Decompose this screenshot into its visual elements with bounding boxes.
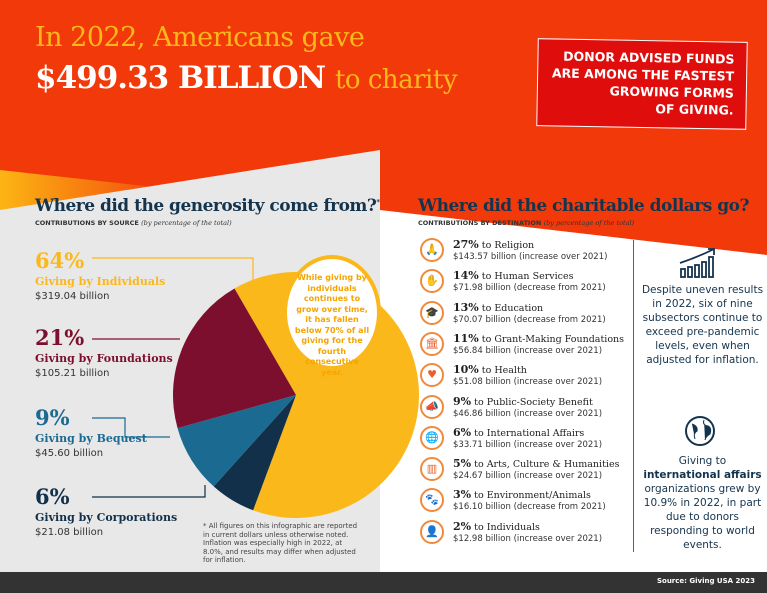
- source-amount: $21.08 billion: [35, 527, 104, 538]
- destination-detail: $33.71 billion (increase over 2021): [453, 439, 603, 450]
- source-amount: $319.04 billion: [35, 291, 110, 302]
- institution-icon: 🏛: [420, 331, 444, 356]
- individuals-bubble: While giving by individuals continues to…: [283, 255, 381, 377]
- destination-label: 5% to Arts, Culture & Humanities: [453, 457, 620, 471]
- pct-label: 9%: [35, 405, 70, 430]
- source-label: Giving by Individuals: [35, 275, 166, 288]
- subsectors-note: Despite uneven results in 2022, six of n…: [641, 284, 764, 366]
- headline-amount: $499.33 BILLION to charity: [35, 60, 458, 96]
- helping-hands-icon: ✋: [420, 269, 444, 294]
- globe-icon: [685, 416, 715, 446]
- destination-item: ✋ 14% to Human Services $71.98 billion (…: [420, 269, 630, 299]
- destination-label: 6% to International Affairs: [453, 425, 585, 439]
- destination-item: 🐾 3% to Environment/Animals $16.10 billi…: [420, 488, 630, 518]
- sources-subtitle: CONTRIBUTIONS BY SOURCE (by percentage o…: [35, 219, 232, 227]
- pointer-arrow: [92, 485, 206, 498]
- destination-label: 9% to Public-Society Benefit: [453, 394, 593, 408]
- source-label: Giving by Foundations: [35, 352, 173, 365]
- source-label: Giving by Corporations: [35, 511, 178, 524]
- destination-detail: $12.98 billion (increase over 2021): [453, 533, 603, 544]
- source-credit: Source: Giving USA 2023: [656, 577, 755, 585]
- source-label: Giving by Bequest: [35, 432, 147, 445]
- pointer-arrow: [92, 417, 170, 438]
- destination-label: 10% to Health: [453, 363, 527, 377]
- source-amount: $105.21 billion: [35, 368, 110, 379]
- column-icon: ▥: [420, 457, 444, 482]
- destination-label: 13% to Education: [453, 300, 544, 314]
- footnote: * All figures on this infographic are re…: [203, 522, 358, 564]
- international-note: Giving to international affairs organizat…: [643, 455, 762, 551]
- destination-item: 🙏 27% to Religion $143.57 billion (incre…: [420, 238, 630, 268]
- destination-item: 🌐 6% to International Affairs $33.71 bil…: [420, 425, 630, 456]
- destination-item: 🎓 13% to Education $70.07 billion (decre…: [420, 300, 630, 331]
- destination-item: 👤 2% to Individuals $12.98 billion (incr…: [420, 519, 630, 550]
- destination-detail: $51.08 billion (increase over 2021): [453, 377, 603, 388]
- pointer-arrow: [92, 257, 254, 286]
- pie-slice-bequest: [177, 395, 296, 487]
- divider: [633, 240, 634, 552]
- person-icon: 👤: [420, 519, 444, 544]
- destination-item: ♥ 10% to Health $51.08 billion (increase…: [420, 363, 630, 393]
- destination-detail: $70.07 billion (decrease from 2021): [453, 314, 606, 325]
- source-amount: $45.60 billion: [35, 448, 104, 459]
- source-corporations: 6% Giving by Corporations $21.08 billion: [35, 484, 177, 538]
- source-foundations: 21% Giving by Foundations $105.21 billion: [35, 325, 173, 379]
- megaphone-icon: 📣: [420, 394, 444, 419]
- destination-detail: $71.98 billion (decrease from 2021): [453, 283, 606, 294]
- total-amount: $499.33 BILLION: [35, 60, 326, 96]
- footer-bar: Source: Giving USA 2023: [0, 572, 767, 593]
- destinations-title: Where did the charitable dollars go?: [418, 196, 749, 216]
- destination-label: 3% to Environment/Animals: [453, 488, 591, 502]
- destination-label: 14% to Human Services: [453, 269, 574, 283]
- paw-icon: 🐾: [420, 488, 444, 513]
- stethoscope-icon: ♥: [420, 363, 444, 388]
- destination-item: 📣 9% to Public-Society Benefit $46.86 bi…: [420, 394, 630, 425]
- source-individuals: 64% Giving by Individuals $319.04 billion: [35, 248, 165, 302]
- destination-detail: $143.57 billion (increase over 2021): [453, 252, 608, 262]
- headline-intro: In 2022, Americans gave: [35, 22, 365, 53]
- destination-detail: $16.10 billion (decrease from 2021): [453, 502, 606, 513]
- destination-label: 27% to Religion: [453, 238, 535, 251]
- graduation-cap-icon: 🎓: [420, 300, 444, 325]
- destination-item: ▥ 5% to Arts, Culture & Humanities $24.6…: [420, 457, 630, 487]
- sources-title: Where did the generosity come from?*: [35, 196, 380, 216]
- bar-growth-icon: [679, 248, 715, 278]
- pie-slice-corporations: [213, 395, 296, 511]
- globe-icon: 🌐: [420, 425, 444, 450]
- headline-suffix: to charity: [334, 65, 458, 95]
- destination-label: 2% to Individuals: [453, 519, 540, 533]
- pct-label: 64%: [35, 248, 85, 273]
- destinations-subtitle: CONTRIBUTIONS BY DESTINATION (by percent…: [418, 219, 635, 227]
- destination-item: 🏛 11% to Grant-Making Foundations $56.84…: [420, 331, 630, 362]
- praying-hands-icon: 🙏: [420, 238, 444, 262]
- destination-detail: $56.84 billion (increase over 2021): [453, 345, 603, 356]
- pie-slice-foundations: [173, 288, 296, 429]
- destination-label: 11% to Grant-Making Foundations: [453, 331, 625, 345]
- destination-detail: $24.67 billion (increase over 2021): [453, 471, 603, 482]
- pct-label: 6%: [35, 484, 70, 509]
- destination-detail: $46.86 billion (increase over 2021): [453, 408, 603, 419]
- pct-label: 21%: [35, 325, 85, 350]
- source-bequest: 9% Giving by Bequest $45.60 billion: [35, 405, 147, 459]
